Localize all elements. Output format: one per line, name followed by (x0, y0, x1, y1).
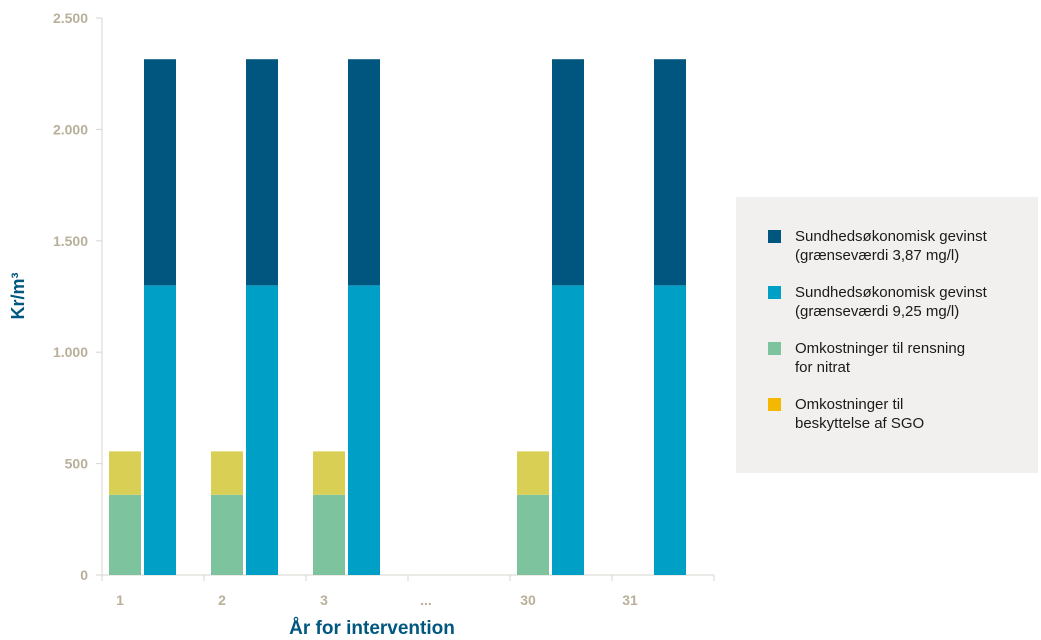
x-tick-label: 30 (520, 592, 536, 608)
x-tick-label: 2 (218, 592, 226, 608)
legend-label: Omkostninger til rensning for nitrat (795, 340, 966, 376)
legend-swatch (768, 230, 781, 243)
y-tick-label: 2.000 (53, 121, 88, 137)
y-tick-label: 1.000 (53, 344, 88, 360)
legend-item: Sundhedsøkonomisk gevinst (grænseværdi 9… (768, 283, 1028, 321)
y-tick-label: 500 (65, 456, 89, 472)
legend-label: Sundhedsøkonomisk gevinst (grænseværdi 3… (795, 228, 987, 264)
legend-item: Sundhedsøkonomisk gevinst (grænseværdi 3… (768, 227, 1028, 265)
bar-segment (211, 494, 243, 575)
bar-segment (348, 285, 380, 575)
x-axis: 1 2 3... 30 31 (101, 574, 715, 608)
bar-segment (211, 451, 243, 495)
bar-segment (552, 285, 584, 575)
y-tick-label: 1.500 (53, 233, 88, 249)
bar-segment (144, 59, 176, 286)
y-axis: 0 500 1.000 1.500 2.000 2.500 (53, 10, 103, 583)
legend-label: Sundhedsøkonomisk gevinst (grænseværdi 9… (795, 284, 987, 320)
bar-segment (517, 451, 549, 495)
legend-swatch (768, 398, 781, 411)
bar-segment (654, 285, 686, 575)
bar-segment (313, 451, 345, 495)
bar-segment (246, 59, 278, 286)
x-axis-title: År for intervention (289, 618, 455, 639)
y-tick-label: 0 (80, 567, 88, 583)
legend-item: Omkostninger til rensning for nitrat (768, 339, 1028, 377)
bar-segment (517, 494, 549, 575)
x-tick-label: ... (420, 592, 432, 608)
bar-segment (552, 59, 584, 286)
chart-legend: Sundhedsøkonomisk gevinst (grænseværdi 3… (736, 197, 1038, 473)
legend-swatch (768, 342, 781, 355)
bars (109, 59, 686, 575)
bar-segment (246, 285, 278, 575)
x-tick-label: 31 (622, 592, 638, 608)
x-tick-label: 1 (116, 592, 124, 608)
legend-label: Omkostninger til beskyttelse af SGO (795, 396, 925, 432)
bar-segment (109, 494, 141, 575)
bar-segment (109, 451, 141, 495)
bar-segment (348, 59, 380, 286)
bar-segment (313, 494, 345, 575)
y-tick-label: 2.500 (53, 10, 88, 26)
bar-segment (654, 59, 686, 286)
bar-segment (144, 285, 176, 575)
legend-item: Omkostninger til beskyttelse af SGO (768, 395, 1028, 433)
legend-swatch (768, 286, 781, 299)
y-axis-title: Kr/m³ (8, 272, 28, 319)
x-tick-label: 3 (320, 592, 328, 608)
